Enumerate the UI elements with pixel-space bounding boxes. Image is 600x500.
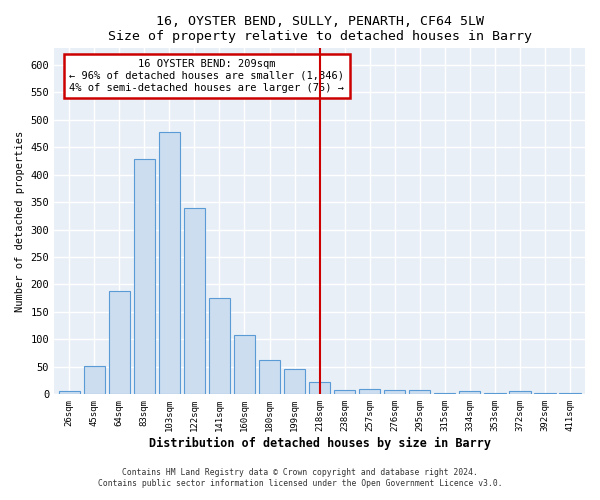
Bar [434,393,455,394]
Bar [409,390,430,394]
Bar [259,360,280,394]
Bar [484,392,506,394]
Bar [559,392,581,394]
Bar [234,336,255,394]
Bar [209,298,230,394]
Bar [109,291,130,394]
Bar [59,392,80,394]
Bar [334,390,355,394]
Bar [159,132,180,394]
Bar [459,392,481,394]
Y-axis label: Number of detached properties: Number of detached properties [15,130,25,312]
Bar [534,392,556,394]
Bar [184,208,205,394]
Title: 16, OYSTER BEND, SULLY, PENARTH, CF64 5LW
Size of property relative to detached : 16, OYSTER BEND, SULLY, PENARTH, CF64 5L… [107,15,532,43]
Bar [384,390,406,394]
Bar [309,382,330,394]
Bar [359,388,380,394]
Bar [509,392,530,394]
X-axis label: Distribution of detached houses by size in Barry: Distribution of detached houses by size … [149,437,491,450]
Text: Contains HM Land Registry data © Crown copyright and database right 2024.
Contai: Contains HM Land Registry data © Crown c… [98,468,502,487]
Bar [83,366,105,394]
Bar [284,369,305,394]
Text: 16 OYSTER BEND: 209sqm
← 96% of detached houses are smaller (1,846)
4% of semi-d: 16 OYSTER BEND: 209sqm ← 96% of detached… [70,60,344,92]
Bar [134,159,155,394]
